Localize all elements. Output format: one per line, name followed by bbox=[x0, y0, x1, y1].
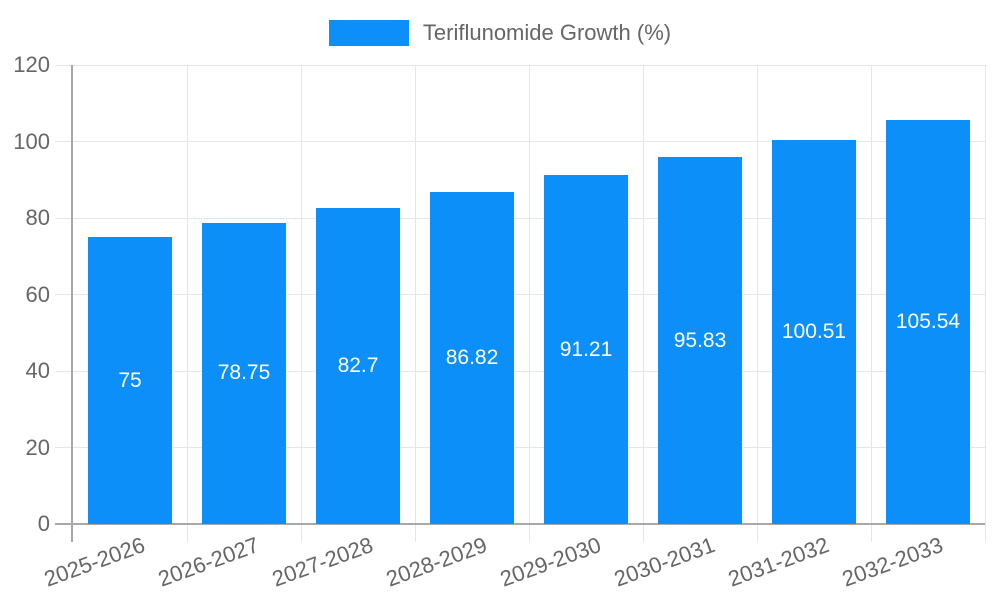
x-axis-tick bbox=[642, 524, 644, 542]
y-tick-label: 40 bbox=[25, 358, 50, 383]
gridline-vertical bbox=[414, 65, 416, 524]
bar-2030-2031[interactable]: 95.83 bbox=[658, 157, 742, 524]
y-axis-tick bbox=[55, 370, 73, 372]
x-tick-label: 2030-2031 bbox=[610, 532, 719, 592]
x-axis-tick bbox=[984, 524, 986, 542]
y-tick-label: 100 bbox=[13, 128, 50, 154]
x-axis-tick bbox=[186, 524, 188, 542]
x-axis-tick bbox=[414, 524, 416, 542]
bar-value-label: 78.75 bbox=[217, 361, 271, 385]
x-tick-label: 2031-2032 bbox=[724, 532, 833, 592]
bar-value-label: 82.7 bbox=[337, 353, 379, 377]
bar-value-label: 86.82 bbox=[445, 345, 499, 369]
gridline-vertical bbox=[642, 65, 644, 524]
x-tick-label: 2032-2033 bbox=[838, 532, 947, 592]
legend-label: Teriflunomide Growth (%) bbox=[422, 20, 672, 45]
legend-swatch bbox=[328, 20, 409, 46]
y-tick-label: 0 bbox=[37, 511, 50, 536]
bar-2031-2032[interactable]: 100.51 bbox=[772, 139, 856, 524]
gridline-vertical bbox=[756, 65, 758, 524]
x-axis-tick bbox=[756, 524, 758, 542]
y-axis-tick bbox=[55, 141, 73, 142]
bar-2027-2028[interactable]: 82.7 bbox=[316, 207, 400, 524]
y-axis-tick bbox=[55, 294, 73, 295]
y-axis-tick bbox=[55, 447, 73, 448]
gridline-vertical bbox=[984, 65, 986, 524]
x-tick-label: 2028-2029 bbox=[382, 532, 491, 592]
bar-2028-2029[interactable]: 86.82 bbox=[430, 191, 514, 524]
y-axis-tick bbox=[55, 217, 73, 219]
y-tick-label: 120 bbox=[13, 52, 50, 77]
bar-2032-2033[interactable]: 105.54 bbox=[886, 120, 970, 524]
y-tick-label: 80 bbox=[25, 205, 50, 230]
x-tick-label: 2027-2028 bbox=[268, 532, 377, 592]
bar-2026-2027[interactable]: 78.75 bbox=[202, 222, 286, 524]
x-axis-tick bbox=[528, 524, 530, 542]
gridline-vertical bbox=[528, 65, 530, 524]
gridline-vertical bbox=[870, 65, 872, 524]
y-tick-label: 20 bbox=[25, 434, 50, 460]
bar-2029-2030[interactable]: 91.21 bbox=[544, 175, 628, 524]
bar-value-label: 105.54 bbox=[895, 310, 961, 334]
x-axis-tick bbox=[870, 524, 872, 542]
y-tick-label: 60 bbox=[25, 281, 50, 307]
y-axis-line bbox=[71, 65, 73, 542]
x-tick-label: 2029-2030 bbox=[496, 532, 605, 592]
gridline-vertical bbox=[186, 65, 188, 524]
x-axis-line bbox=[55, 523, 985, 525]
gridline-vertical bbox=[300, 65, 302, 524]
bar-2025-2026[interactable]: 75 bbox=[88, 237, 172, 524]
x-axis-tick bbox=[300, 524, 302, 542]
x-tick-label: 2025-2026 bbox=[40, 532, 149, 592]
y-axis-tick bbox=[55, 64, 73, 66]
x-tick-label: 2026-2027 bbox=[154, 532, 263, 592]
bar-value-label: 75 bbox=[118, 368, 142, 392]
chart-legend[interactable]: Teriflunomide Growth (%) bbox=[0, 20, 1000, 46]
bar-value-label: 91.21 bbox=[559, 337, 613, 361]
bar-value-label: 100.51 bbox=[781, 319, 847, 343]
bar-value-label: 95.83 bbox=[673, 328, 727, 352]
